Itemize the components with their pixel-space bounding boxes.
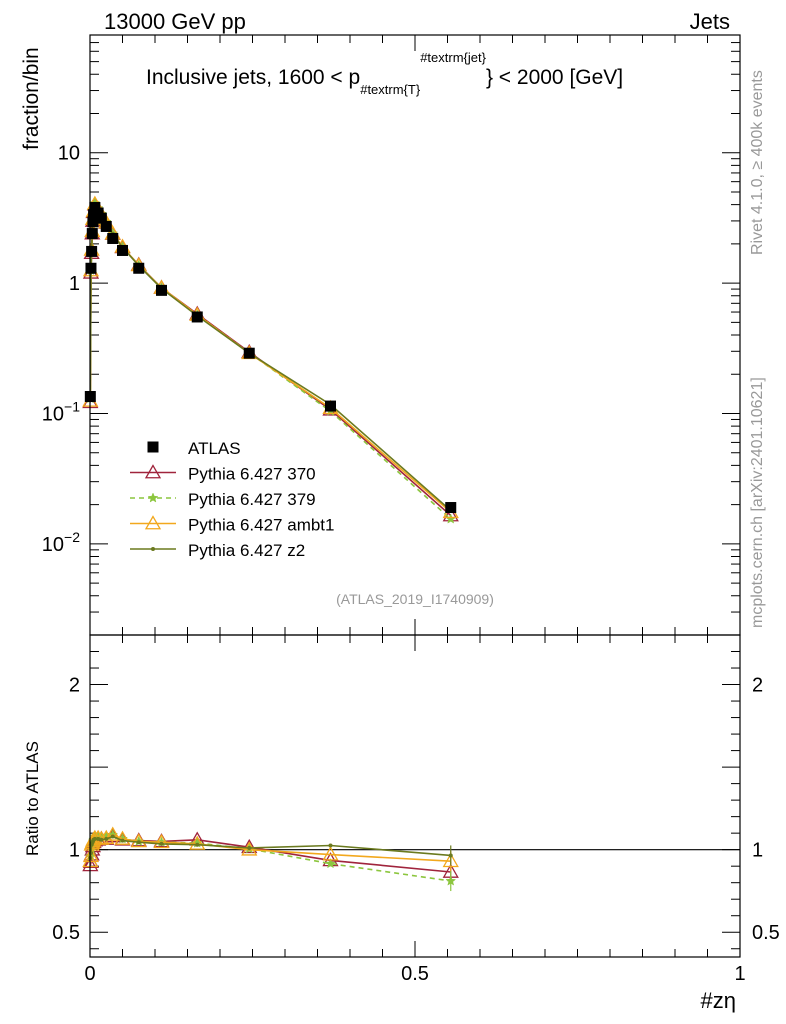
atlas-point xyxy=(445,502,457,514)
ratio-point-2 xyxy=(82,847,100,863)
analysis-watermark: (ATLAS_2019_I1740909) xyxy=(336,591,494,607)
category-label: Jets xyxy=(690,9,730,34)
energy-label: 13000 GeV pp xyxy=(104,9,246,34)
atlas-point xyxy=(87,216,99,228)
y-tick-label: 1 xyxy=(69,273,80,295)
ratio-tick-label: 2 xyxy=(69,675,80,697)
atlas-point xyxy=(133,262,145,274)
rivet-version-label: Rivet 4.1.0, ≥ 400k events xyxy=(749,70,766,255)
ratio-point-3 xyxy=(448,853,453,858)
ratio-tick-label: 0.5 xyxy=(52,922,80,944)
ratio-point-3 xyxy=(99,837,104,842)
x-tick-label: 0 xyxy=(84,963,95,985)
ratio-point-3 xyxy=(96,836,101,841)
x-axis-label: #zη xyxy=(701,988,736,1013)
x-tick-label: 0.5 xyxy=(401,963,429,985)
ratio-point-2 xyxy=(104,826,121,841)
y-axis-label: fraction/bin xyxy=(20,47,43,150)
atlas-point xyxy=(100,220,112,232)
ratio-point-3 xyxy=(136,840,141,845)
ratio-point-3 xyxy=(159,841,164,846)
legend: ATLAS Pythia 6.427 370 Pythia 6.427 379 Pyt… xyxy=(130,439,334,560)
y-tick-label: 10−1 xyxy=(42,398,80,425)
ratio-point-3 xyxy=(328,843,333,848)
atlas-point xyxy=(156,284,167,296)
ratio-point-3 xyxy=(110,834,115,839)
ratio-tick-label-right: 1 xyxy=(752,840,763,862)
ratio-point-2 xyxy=(241,841,258,856)
x-tick-label: 1 xyxy=(734,963,745,985)
ratio-tick-label-right: 0.5 xyxy=(752,922,780,944)
ratio-point-2 xyxy=(442,852,459,868)
ratio-point-1 xyxy=(325,858,336,869)
atlas-point xyxy=(85,262,97,274)
y-tick-label: 10 xyxy=(58,143,80,165)
ratio-point-3 xyxy=(92,836,97,841)
ratio-point-2 xyxy=(114,830,131,845)
title-end: } < 2000 [GeV] xyxy=(486,66,623,89)
legend-marker-1 xyxy=(147,492,159,503)
atlas-point xyxy=(191,311,203,323)
ratio-tick-label: 1 xyxy=(69,840,80,862)
ratio-point-2 xyxy=(322,846,339,861)
plot-title: Inclusive jets, 1600 < p#textrm{T} #textr… xyxy=(146,50,623,97)
title-sub: #textrm{T} xyxy=(360,82,421,97)
legend-marker-3 xyxy=(151,547,155,551)
legend-marker-2 xyxy=(144,515,162,530)
ratio-point-3 xyxy=(120,838,125,843)
ratio-point-1 xyxy=(445,875,457,886)
ratio-point-3 xyxy=(195,842,200,847)
legend-label-1: Pythia 6.427 379 xyxy=(188,490,316,509)
atlas-point xyxy=(243,347,255,359)
legend-marker-0 xyxy=(144,464,162,479)
atlas-point xyxy=(107,232,119,244)
ratio-panel-frame xyxy=(89,634,741,958)
ratio-y-axis-label: Ratio to ATLAS xyxy=(23,741,42,856)
atlas-point xyxy=(86,228,98,240)
ratio-point-3 xyxy=(247,846,252,851)
title-main: Inclusive jets, 1600 < p xyxy=(146,66,360,89)
legend-marker-atlas xyxy=(147,441,159,453)
legend-label-atlas: ATLAS xyxy=(188,439,241,458)
atlas-point xyxy=(95,212,107,224)
atlas-point xyxy=(325,400,336,412)
y-tick-label: 10−2 xyxy=(42,529,80,556)
ratio-point-3 xyxy=(104,836,109,841)
atlas-point xyxy=(117,244,128,256)
ratio-point-2 xyxy=(189,835,206,850)
legend-label-2: Pythia 6.427 ambt1 xyxy=(188,516,334,535)
legend-label-0: Pythia 6.427 370 xyxy=(188,465,316,484)
ratio-point-0 xyxy=(241,838,258,854)
ratio-point-2 xyxy=(130,833,147,848)
title-sup: #textrm{jet} xyxy=(420,50,486,65)
legend-label-3: Pythia 6.427 z2 xyxy=(188,541,305,560)
ratio-point-2 xyxy=(153,833,170,849)
mcplots-credit-label: mcplots.cern.ch [arXiv:2401.10621] xyxy=(749,377,766,628)
atlas-point xyxy=(86,245,98,257)
ratio-tick-label-right: 2 xyxy=(752,675,763,697)
